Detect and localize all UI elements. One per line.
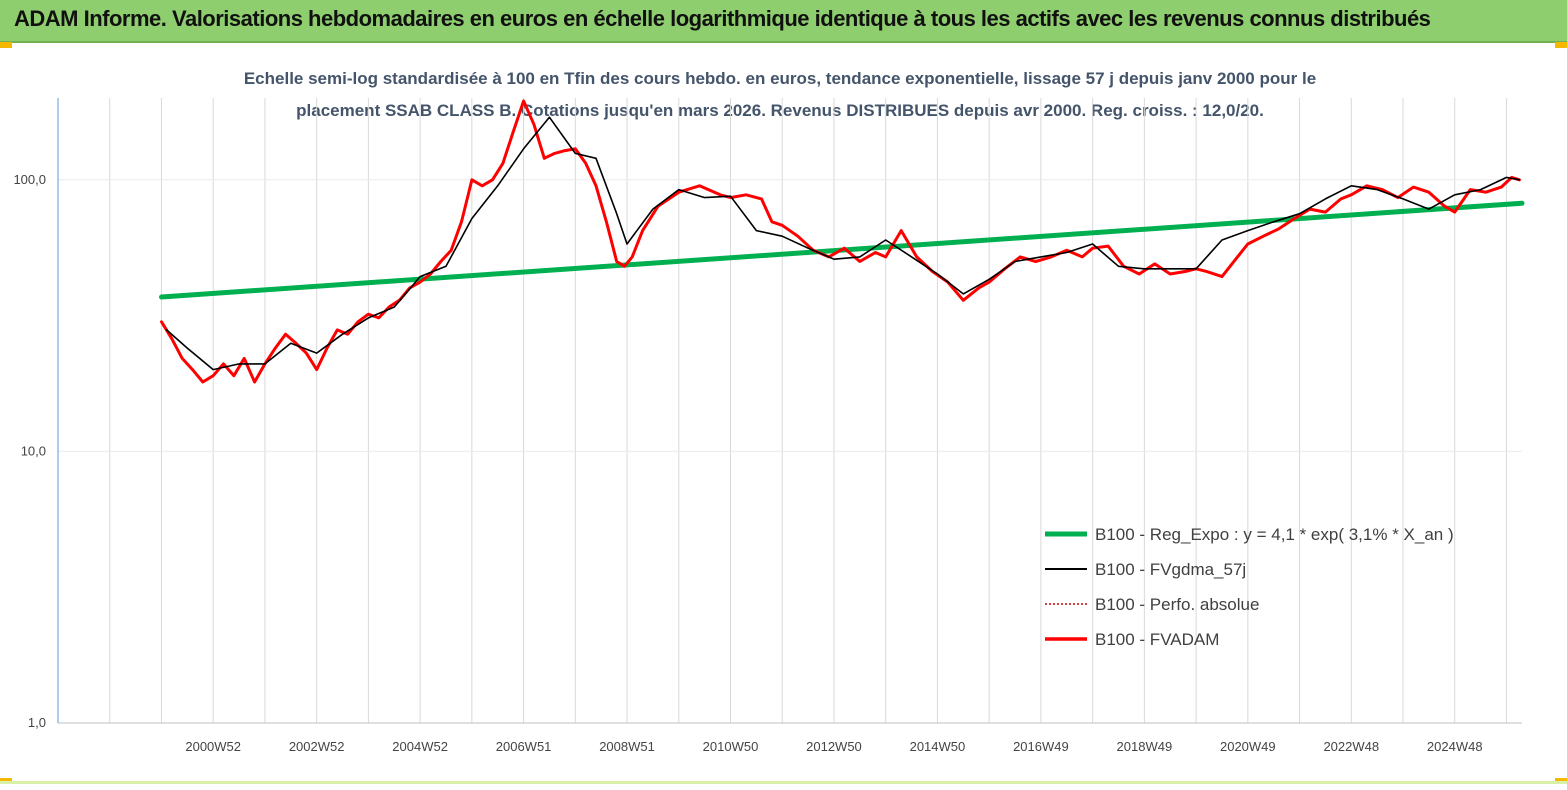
bottom-divider bbox=[0, 781, 1567, 784]
y-tick-label: 10,0 bbox=[21, 443, 46, 458]
corner-mark-top-right bbox=[1555, 42, 1567, 48]
x-tick-label: 2002W52 bbox=[289, 739, 345, 754]
legend: B100 - Reg_Expo : y = 4,1 * exp( 3,1% * … bbox=[1045, 525, 1454, 649]
x-tick-label: 2000W52 bbox=[185, 739, 241, 754]
x-tick-label: 2008W51 bbox=[599, 739, 655, 754]
legend-entry-label: B100 - Perfo. absolue bbox=[1095, 595, 1259, 614]
y-tick-label: 1,0 bbox=[28, 715, 46, 730]
corner-mark-top-left bbox=[0, 42, 12, 48]
y-tick-label: 100,0 bbox=[13, 172, 46, 187]
series-line-1 bbox=[165, 116, 1521, 371]
x-tick-label: 2020W49 bbox=[1220, 739, 1276, 754]
x-tick-label: 2018W49 bbox=[1117, 739, 1173, 754]
x-tick-label: 2006W51 bbox=[496, 739, 552, 754]
chart-subtitle-line-2: placement SSAB CLASS B. Cotations jusqu'… bbox=[296, 101, 1264, 120]
x-tick-label: 2016W49 bbox=[1013, 739, 1069, 754]
legend-entry-label: B100 - FVgdma_57j bbox=[1095, 560, 1246, 579]
x-tick-label: 2010W50 bbox=[703, 739, 759, 754]
x-tick-label: 2004W52 bbox=[392, 739, 448, 754]
page-title: ADAM Informe. Valorisations hebdomadaire… bbox=[14, 6, 1431, 31]
legend-entry-label: B100 - FVADAM bbox=[1095, 630, 1219, 649]
x-tick-label: 2014W50 bbox=[910, 739, 966, 754]
legend-entry-label: B100 - Reg_Expo : y = 4,1 * exp( 3,1% * … bbox=[1095, 525, 1454, 544]
series-line-3 bbox=[160, 99, 1521, 384]
series-lines bbox=[159, 99, 1525, 384]
chart-subtitle-line-1: Echelle semi-log standardisée à 100 en T… bbox=[244, 69, 1316, 88]
header-banner: ADAM Informe. Valorisations hebdomadaire… bbox=[0, 0, 1567, 43]
grid-lines bbox=[57, 98, 1522, 724]
axes: 1,0 10,0 100,0 2000W52 2002W52 2004W52 2006W51… bbox=[13, 98, 1522, 754]
x-tick-label: 2012W50 bbox=[806, 739, 862, 754]
x-tick-label: 2024W48 bbox=[1427, 739, 1483, 754]
x-tick-label: 2022W48 bbox=[1323, 739, 1379, 754]
